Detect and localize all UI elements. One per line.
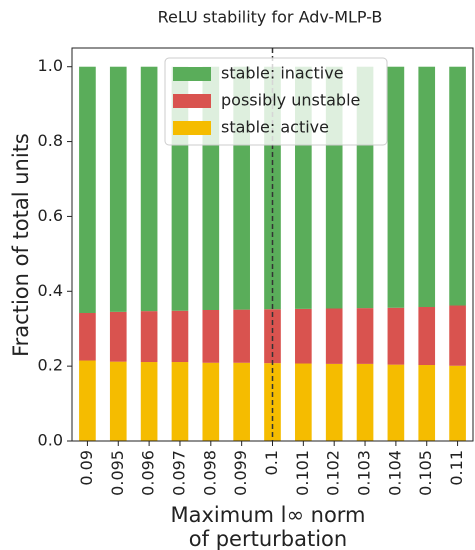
bar-segment xyxy=(79,66,96,313)
x-axis-label: of perturbation xyxy=(189,527,347,550)
bar-segment xyxy=(233,309,250,363)
x-tick-label: 0.095 xyxy=(108,450,127,496)
legend: stable: inactive possibly unstable stable:… xyxy=(164,57,388,146)
y-tick-label: 1.0 xyxy=(38,56,63,75)
y-tick-label: 0.4 xyxy=(38,281,63,300)
y-tick-label: 0.0 xyxy=(38,431,63,450)
bar-segment xyxy=(387,364,405,441)
legend-swatch xyxy=(173,94,211,108)
legend-label: possibly unstable xyxy=(221,91,360,110)
bar-segment xyxy=(449,66,466,306)
bar-segment xyxy=(418,66,436,308)
y-axis-label: Fraction of total units xyxy=(9,133,33,357)
x-tick-label: 0.097 xyxy=(169,450,188,496)
legend-box xyxy=(164,57,388,146)
bar-segment xyxy=(140,66,158,312)
bar-segment xyxy=(356,363,374,441)
x-tick-label: 0.09 xyxy=(77,450,96,486)
bar-segment xyxy=(109,311,127,362)
bar-segment xyxy=(449,305,466,366)
bar-segment xyxy=(171,362,189,441)
legend-swatch xyxy=(173,121,211,135)
bar-segment xyxy=(79,312,96,361)
bar-segment xyxy=(295,363,312,441)
bar-segment xyxy=(325,308,343,364)
bar-segment xyxy=(418,365,436,441)
bar-segment xyxy=(387,66,405,308)
x-tick-label: 0.098 xyxy=(200,450,219,496)
bar-segment xyxy=(325,363,343,441)
x-tick-label: 0.104 xyxy=(385,450,404,496)
bar-segment xyxy=(202,362,220,441)
x-tick-label: 0.103 xyxy=(355,450,374,496)
bar-segment xyxy=(109,361,127,441)
plot-frame xyxy=(71,47,474,442)
bar-segment xyxy=(449,365,466,441)
bar-segment xyxy=(387,307,405,365)
bar-segment xyxy=(109,66,127,312)
bar-segment xyxy=(233,362,250,441)
bar-segment xyxy=(79,360,96,441)
bar-segment xyxy=(171,310,189,363)
legend-label: stable: inactive xyxy=(221,64,344,83)
bar-segment xyxy=(202,310,220,363)
x-tick-label: 0.11 xyxy=(447,450,466,486)
bar-segment xyxy=(295,308,312,364)
legend-label: stable: active xyxy=(221,118,329,137)
x-tick-label: 0.099 xyxy=(231,450,250,496)
x-tick-label: 0.105 xyxy=(416,450,435,496)
legend-swatch xyxy=(173,67,211,81)
bar-segment xyxy=(140,311,158,363)
x-tick-label: 0.101 xyxy=(293,450,312,496)
y-tick-label: 0.2 xyxy=(38,356,63,375)
x-tick-label: 0.096 xyxy=(139,450,158,496)
x-tick-label: 0.102 xyxy=(324,450,343,496)
bar-segment xyxy=(418,307,436,366)
chart-title: ReLU stability for Adv-MLP-B xyxy=(158,8,383,27)
x-tick-label: 0.1 xyxy=(262,450,281,475)
y-tick-label: 0.8 xyxy=(38,131,63,150)
bar-segment xyxy=(356,308,374,364)
bar-segment xyxy=(140,362,158,441)
x-axis-label: Maximum l∞ norm xyxy=(170,503,365,527)
y-tick-label: 0.6 xyxy=(38,206,63,225)
